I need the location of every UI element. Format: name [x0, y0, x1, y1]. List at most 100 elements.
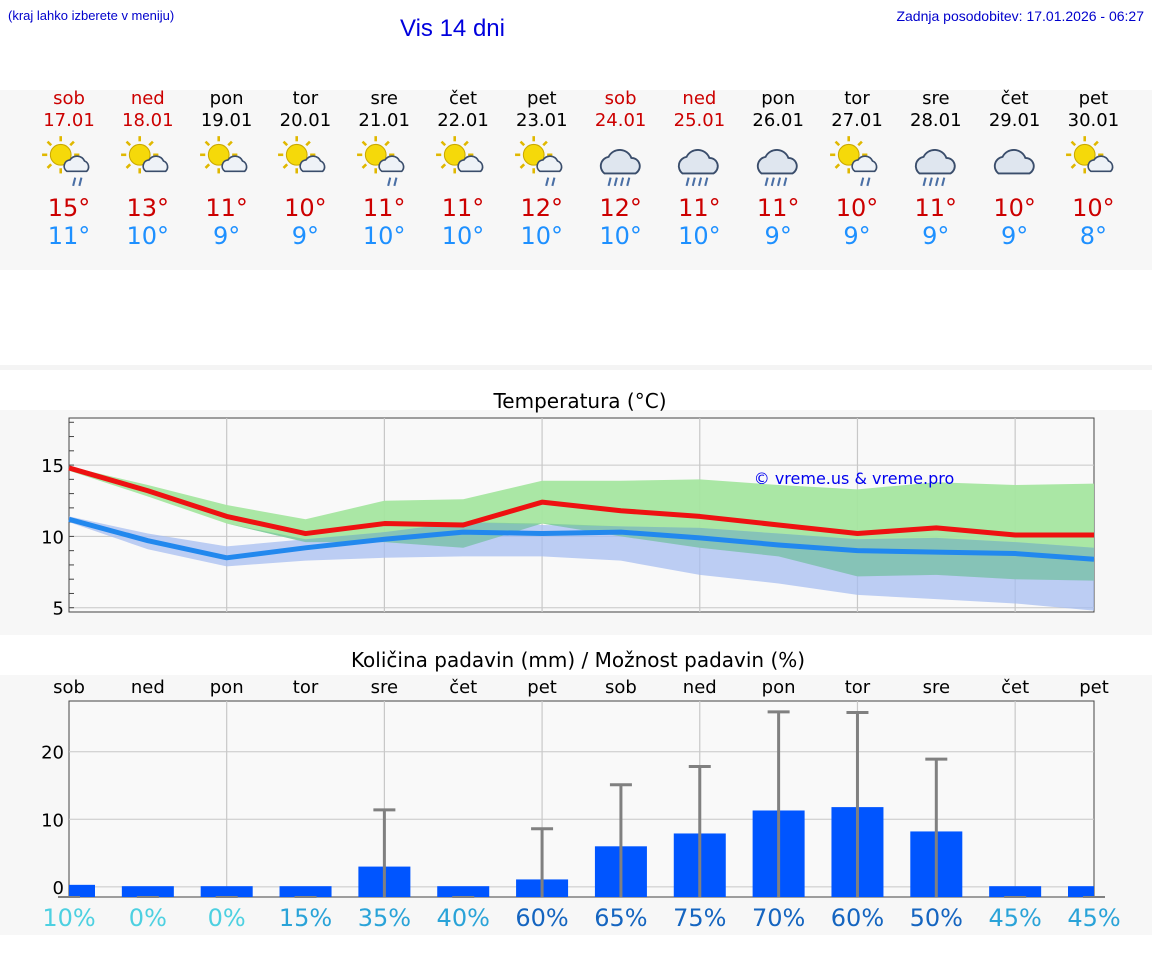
precipitation-bar — [279, 886, 332, 897]
precipitation-title: Količina padavin (mm) / Možnost padavin … — [351, 648, 805, 672]
day-date: 21.01 — [358, 110, 410, 131]
day-date: 22.01 — [437, 110, 489, 131]
temp-min: 9° — [212, 222, 241, 250]
precipitation-probability: 70% — [752, 904, 805, 932]
day-date: 17.01 — [43, 110, 95, 131]
day-column: sre 28.01 11° 9° — [897, 88, 975, 250]
temp-min: 9° — [291, 222, 320, 250]
precipitation-bar — [437, 886, 490, 897]
temp-max: 11° — [205, 194, 248, 222]
x-category-label: pon — [210, 677, 244, 698]
x-category-label: čet — [449, 677, 477, 698]
day-date: 27.01 — [831, 110, 883, 131]
temp-min: 10° — [362, 222, 406, 250]
temp-max: 12° — [599, 194, 642, 222]
day-name: pet — [527, 88, 557, 109]
day-name: tor — [844, 88, 870, 109]
y-tick-label: 0 — [53, 878, 64, 899]
day-name: čet — [1000, 88, 1029, 109]
precipitation-bar — [989, 886, 1042, 897]
day-date: 29.01 — [988, 110, 1041, 131]
day-column: pet 30.01 10° 8° — [1054, 88, 1132, 250]
day-column: čet 29.01 10° 9° — [976, 88, 1054, 250]
precipitation-probability: 50% — [910, 904, 963, 932]
x-category-label: čet — [1001, 677, 1029, 698]
temp-max: 10° — [993, 194, 1036, 222]
day-date: 20.01 — [279, 110, 332, 131]
temp-max: 11° — [914, 194, 958, 222]
day-name: pon — [761, 88, 796, 109]
precipitation-bar — [121, 886, 174, 897]
x-category-label: pet — [527, 677, 557, 698]
temp-min: 11° — [47, 222, 91, 250]
day-name: sre — [922, 88, 950, 109]
day-column: ned 18.01 13° 10° — [109, 88, 187, 250]
precipitation-probability: 65% — [594, 904, 647, 932]
x-category-label: sob — [53, 677, 85, 698]
x-category-label: sre — [923, 677, 950, 698]
temp-max: 12° — [520, 194, 564, 222]
day-date: 30.01 — [1067, 110, 1120, 131]
cloud-icon — [976, 132, 1054, 194]
forecast-days-band — [0, 90, 1152, 270]
day-name: ned — [130, 88, 165, 109]
day-date: 24.01 — [594, 110, 647, 131]
temp-min: 9° — [843, 222, 871, 250]
temp-min: 9° — [764, 222, 792, 250]
day-column: pet 23.01 12° 10° — [503, 88, 581, 250]
range-overlap-band — [69, 470, 1094, 581]
day-column: sob 17.01 15° 11° — [30, 88, 108, 250]
sun-cloud-icon — [109, 132, 187, 194]
precipitation-bar — [1068, 886, 1094, 897]
series-line-max — [68, 465, 1094, 538]
temp-max: 13° — [126, 194, 170, 222]
cloud-rain-icon — [582, 132, 660, 194]
precipitation-probability: 75% — [673, 904, 726, 932]
temp-max: 10° — [835, 194, 879, 222]
cloud-rain-icon — [739, 132, 817, 194]
y-tick-label: 5 — [53, 599, 64, 620]
temp-max: 10° — [284, 194, 327, 222]
day-name: pon — [209, 88, 244, 109]
precipitation-probability: 60% — [831, 904, 884, 932]
day-column: ned 25.01 11° 10° — [660, 88, 738, 250]
cloud-rain-icon — [660, 132, 738, 194]
day-name: sob — [53, 88, 85, 109]
x-category-label: pon — [762, 677, 796, 698]
day-date: 18.01 — [122, 110, 174, 131]
precipitation-bar — [200, 886, 253, 897]
temp-min: 10° — [520, 222, 564, 250]
x-category-label: ned — [131, 677, 165, 698]
sun-cloud-icon — [1054, 132, 1132, 194]
x-category-label: pet — [1079, 677, 1109, 698]
day-date: 26.01 — [752, 110, 804, 131]
x-category-label: sre — [371, 677, 398, 698]
temp-min: 10° — [599, 222, 642, 250]
day-date: 23.01 — [516, 110, 568, 131]
y-tick-label: 20 — [41, 743, 64, 764]
temp-max: 11° — [756, 194, 800, 222]
day-column: čet 22.01 11° 10° — [424, 88, 502, 250]
precipitation-probability: 40% — [437, 904, 490, 932]
precipitation-probability: 15% — [279, 904, 332, 932]
page-title: Vis 14 dni — [400, 15, 505, 42]
precipitation-probability: 45% — [988, 904, 1041, 932]
day-name: sob — [604, 88, 637, 109]
day-name: pet — [1078, 88, 1109, 109]
x-category-label: tor — [845, 677, 871, 698]
y-tick-label: 10 — [41, 810, 64, 831]
divider — [0, 365, 1152, 370]
precipitation-bar — [69, 884, 95, 897]
sun-cloud-rain-icon — [30, 132, 108, 194]
sun-cloud-rain-icon — [503, 132, 581, 194]
temp-min: 9° — [1000, 222, 1029, 250]
x-category-label: tor — [293, 677, 319, 698]
temp-min: 10° — [441, 222, 485, 250]
day-column: sre 21.01 11° 10° — [345, 88, 423, 250]
day-name: čet — [448, 88, 478, 109]
day-column: pon 19.01 11° 9° — [188, 88, 266, 250]
temp-min: 8° — [1079, 222, 1108, 250]
day-column: sob 24.01 12° 10° — [582, 88, 660, 250]
temperature-title: Temperatura (°C) — [492, 389, 666, 413]
